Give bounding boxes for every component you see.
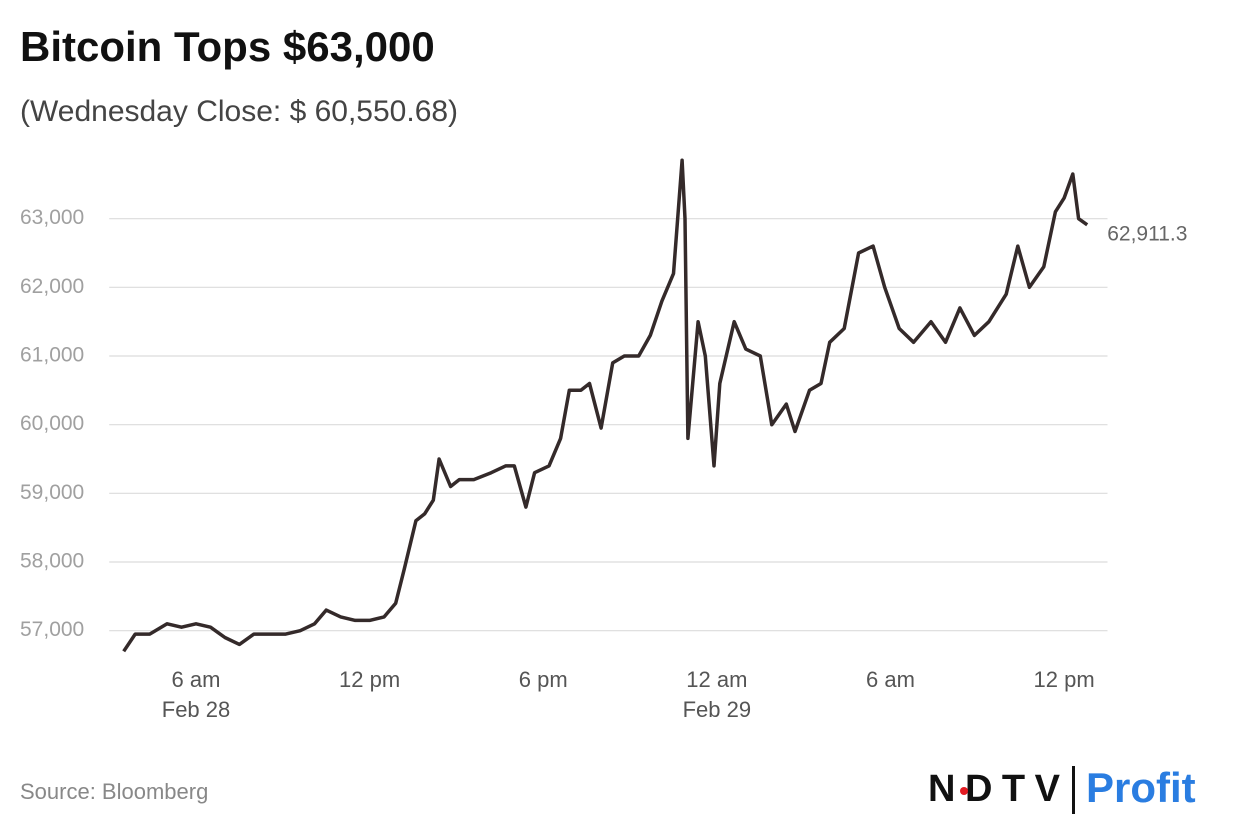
y-tick-label: 60,000 (20, 412, 84, 435)
chart-subtitle: (Wednesday Close: $ 60,550.68) (20, 95, 458, 128)
y-tick-label: 61,000 (20, 344, 84, 367)
x-tick-label: 6 pm (519, 667, 568, 692)
y-tick-label: 63,000 (20, 206, 84, 229)
source: Source: Bloomberg (20, 779, 208, 804)
chart-title: Bitcoin Tops $63,000 (20, 23, 435, 70)
y-tick-label: 62,000 (20, 275, 84, 298)
x-tick-label: 12 pm (339, 667, 400, 692)
logo-dot (960, 787, 968, 795)
x-tick-label: 6 am (866, 667, 915, 692)
y-tick-label: 57,000 (20, 618, 84, 641)
x-tick-date: Feb 29 (683, 697, 752, 722)
logo-right: Profit (1086, 764, 1196, 811)
x-tick-label: 6 am (172, 667, 221, 692)
x-tick-label: 12 am (686, 667, 747, 692)
x-tick-label: 12 pm (1034, 667, 1095, 692)
value-label: 62,911.3 (1107, 222, 1187, 245)
x-tick-date: Feb 28 (162, 697, 231, 722)
logo-divider (1072, 766, 1075, 814)
y-tick-label: 59,000 (20, 481, 84, 504)
y-tick-label: 58,000 (20, 550, 84, 573)
line (122, 158, 1089, 653)
